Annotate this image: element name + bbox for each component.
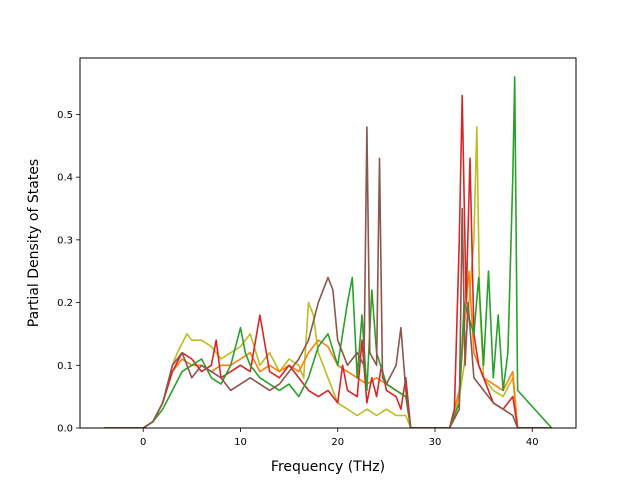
y-tick-label: 0.3 (57, 235, 73, 246)
plot-frame (79, 57, 577, 429)
series-line-2 (103, 270, 553, 428)
y-tick-label: 0.4 (57, 173, 73, 184)
series-line-5 (103, 126, 553, 428)
y-tick-label: 0.2 (57, 298, 73, 309)
x-tick-label: 20 (331, 437, 344, 448)
series-line-4 (103, 76, 553, 428)
series-group (103, 76, 553, 428)
x-tick-label: 0 (140, 437, 146, 448)
y-tick-label: 0.5 (57, 110, 73, 121)
x-axis-label: Frequency (THz) (271, 459, 385, 475)
series-line-1 (103, 126, 553, 428)
x-tick-label: 10 (234, 437, 247, 448)
y-axis-label: Partial Density of States (26, 159, 42, 327)
y-tick-label: 0.1 (57, 361, 73, 372)
y-tick-label: 0.0 (57, 424, 73, 435)
x-tick-label: 30 (429, 437, 442, 448)
x-axis-ticks: 0 10 20 30 40 (140, 428, 539, 448)
series-line-3 (103, 94, 553, 428)
x-tick-label: 40 (526, 437, 539, 448)
y-axis-ticks: 0.0 0.1 0.2 0.3 0.4 0.5 (57, 110, 80, 435)
